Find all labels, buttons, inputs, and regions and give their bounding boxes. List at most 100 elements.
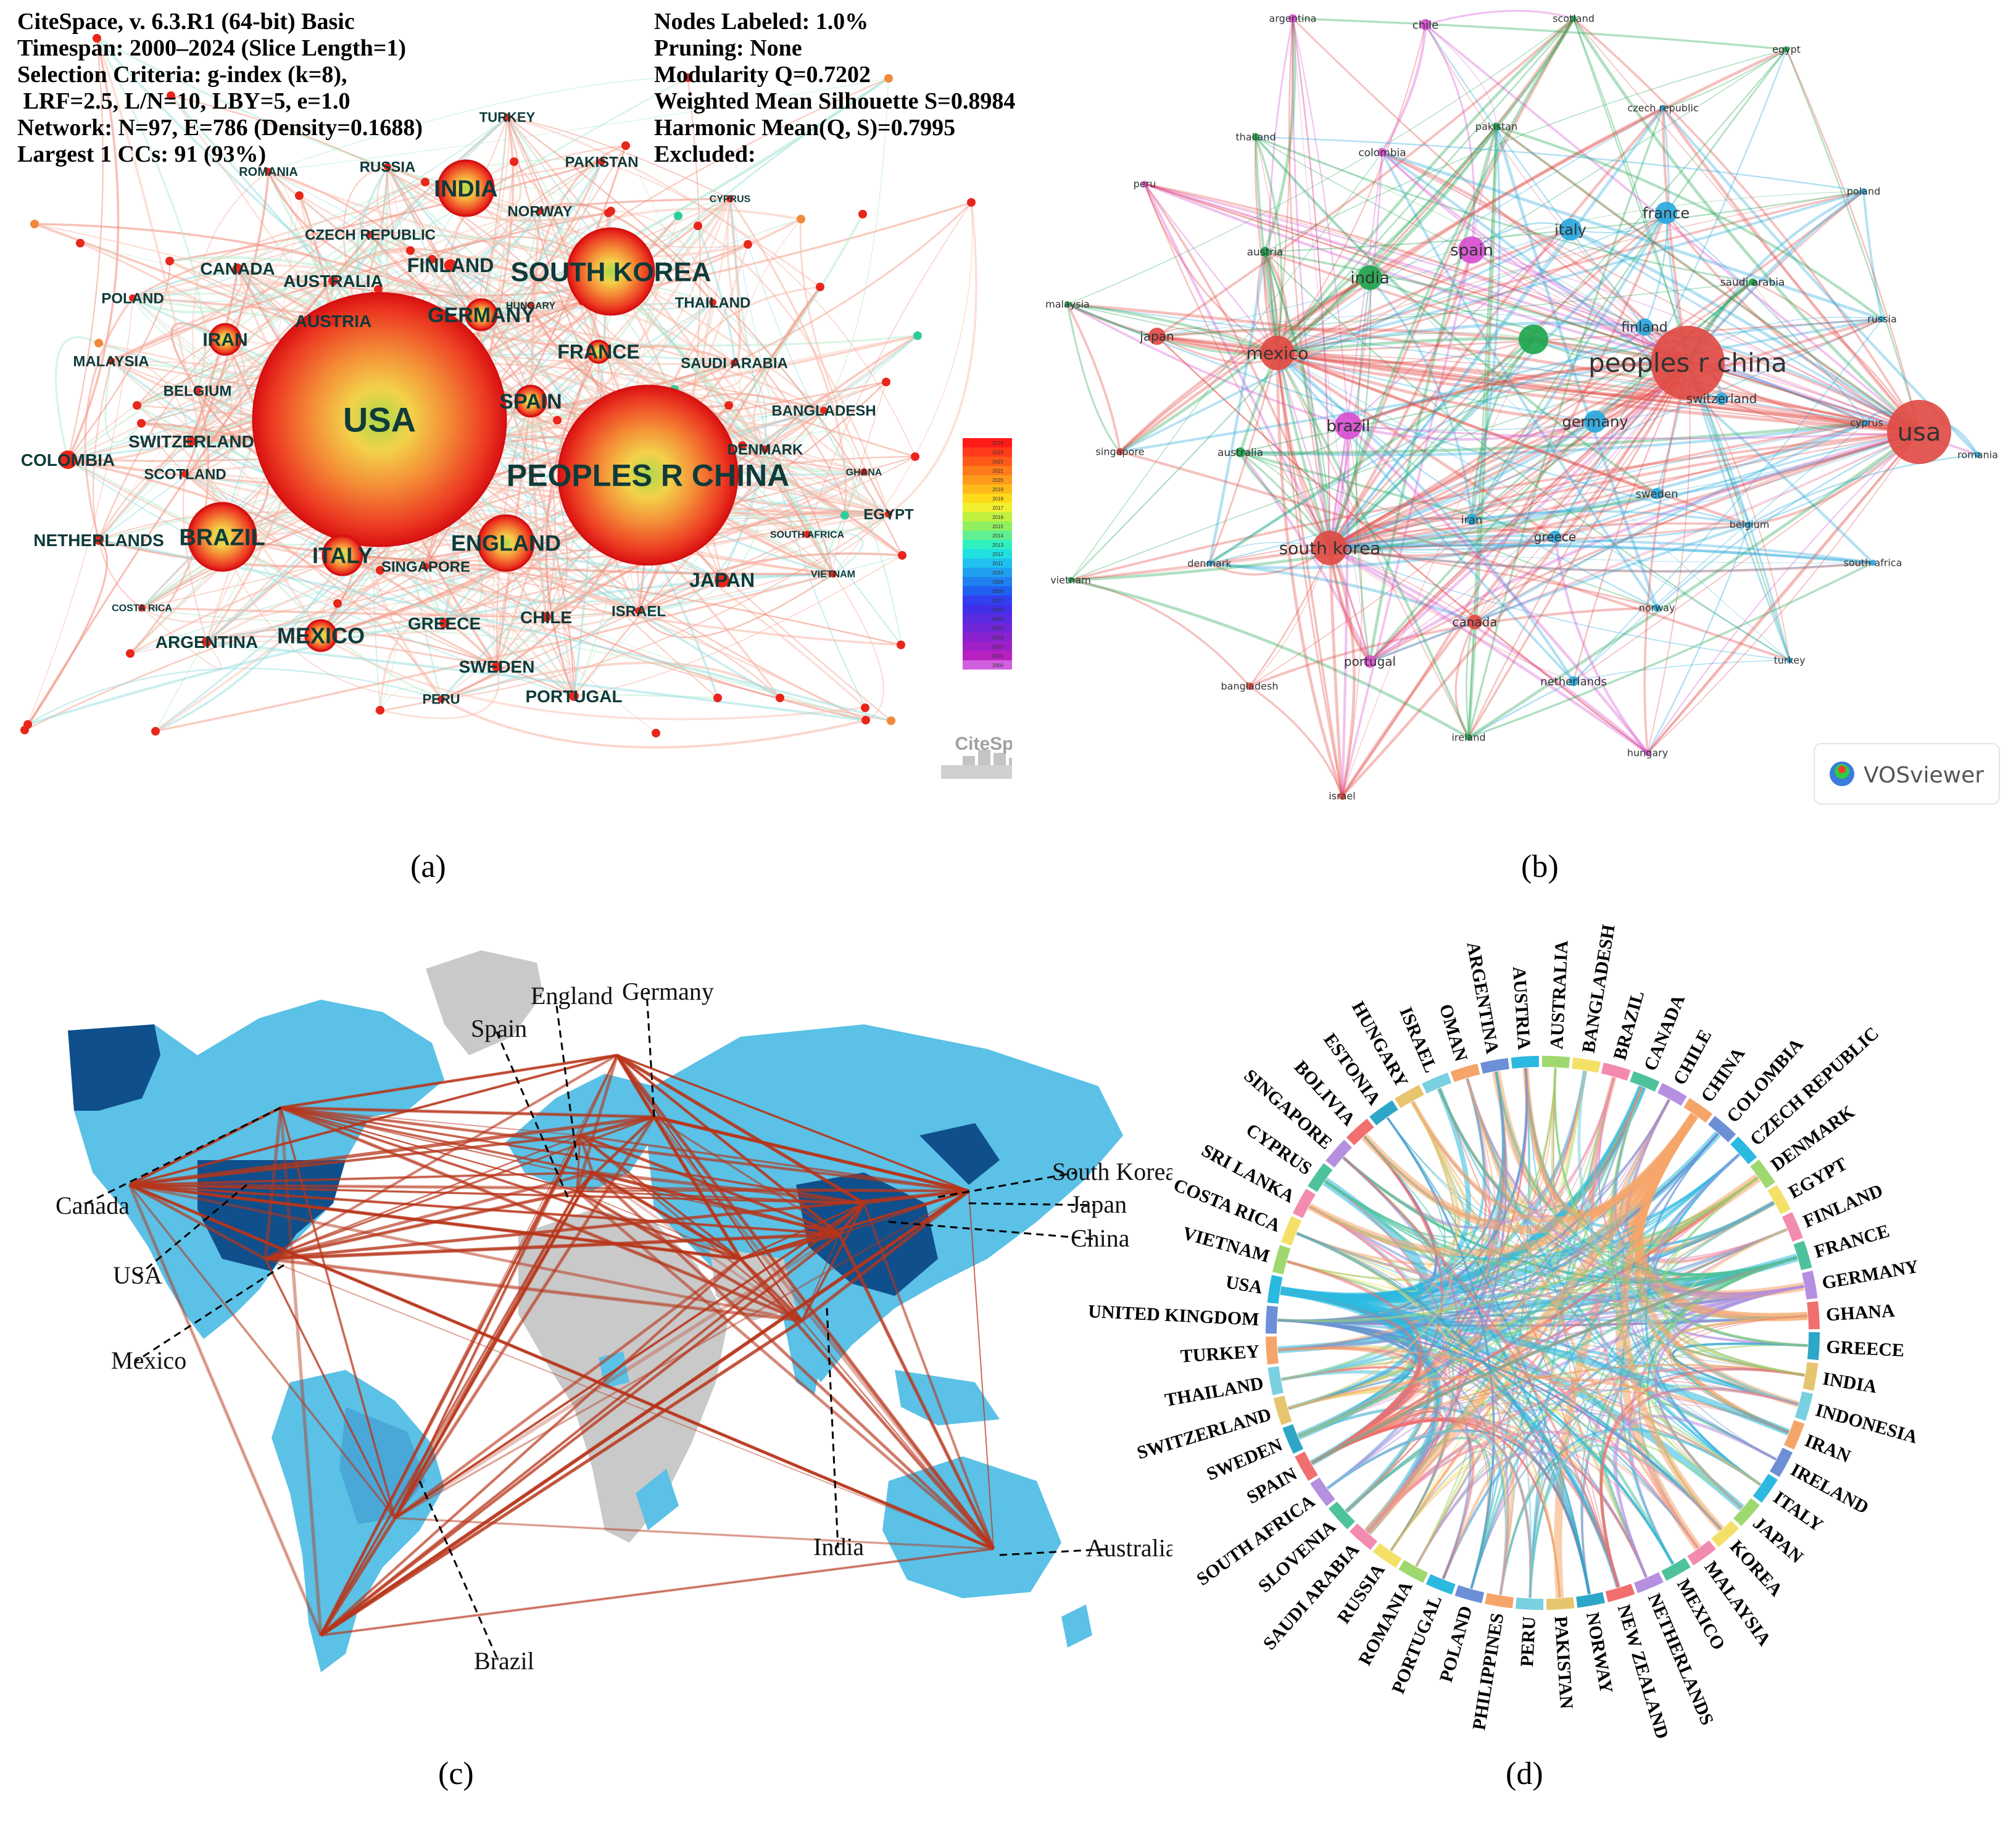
vosviewer-edge bbox=[1647, 431, 1920, 753]
vosviewer-node-italy bbox=[1559, 218, 1582, 241]
citespace-edge bbox=[598, 351, 916, 458]
vosviewer-edge bbox=[1277, 351, 1750, 526]
vosviewer-edge bbox=[1471, 510, 1750, 526]
collaboration-line bbox=[128, 1183, 267, 1261]
vosviewer-edge bbox=[1067, 302, 1278, 355]
citespace-minor-node bbox=[621, 141, 630, 150]
citespace-minor-node bbox=[744, 240, 752, 249]
vosviewer-node-spain bbox=[1458, 236, 1485, 263]
citespace-node-switzerland bbox=[186, 436, 196, 446]
citespace-edge bbox=[529, 144, 626, 306]
citespace-edge bbox=[96, 38, 223, 537]
vosviewer-edge bbox=[1686, 362, 1791, 661]
collaboration-line bbox=[576, 1190, 741, 1259]
chord-arc-netherlands bbox=[1633, 1572, 1664, 1593]
vosviewer-label-russia: russia bbox=[1867, 313, 1897, 325]
vosviewer-edge bbox=[1276, 125, 1498, 354]
chord-arc-france bbox=[1793, 1240, 1812, 1271]
vosviewer-edge bbox=[1348, 398, 1722, 431]
map-label-india: India bbox=[813, 1308, 864, 1561]
caption-c: (c) bbox=[438, 1756, 474, 1791]
citespace-minor-node bbox=[553, 416, 562, 425]
collaboration-line bbox=[801, 1202, 865, 1322]
chord-label-argentina: ARGENTINA bbox=[1462, 940, 1503, 1056]
citespace-edge bbox=[573, 555, 903, 697]
vosviewer-edge bbox=[1264, 251, 1790, 662]
vosviewer-label-sweden: sweden bbox=[1635, 487, 1678, 500]
citespace-edge bbox=[799, 219, 890, 515]
vosviewer-label-malaysia: malaysia bbox=[1045, 299, 1090, 310]
collaboration-line bbox=[802, 1203, 865, 1321]
vosviewer-edge bbox=[1495, 126, 1659, 608]
vosviewer-edge bbox=[1329, 546, 1649, 754]
vosviewer-edge bbox=[1276, 106, 1664, 354]
vosviewer-edge bbox=[1328, 17, 1575, 549]
map-label-spain: Spain bbox=[471, 1014, 569, 1198]
citespace-label-portugal: PORTUGAL bbox=[525, 687, 622, 706]
citespace-label-spain: SPAIN bbox=[499, 390, 562, 413]
chord-ribbon bbox=[1670, 1315, 1808, 1433]
citespace-edge bbox=[441, 533, 808, 700]
citespace-node-chile bbox=[541, 612, 551, 622]
citespace-minor-node bbox=[884, 74, 893, 83]
legend-year: 2013 bbox=[992, 542, 1003, 548]
chord-ribbon bbox=[1280, 1071, 1504, 1298]
vosviewer-edge bbox=[1348, 229, 1571, 426]
vosviewer-label-cyprus: cyprus bbox=[1850, 417, 1883, 429]
map-label-germany: Germany bbox=[622, 977, 714, 1118]
vosviewer-edge bbox=[1329, 190, 1865, 549]
chord-label-poland: POLAND bbox=[1436, 1604, 1477, 1685]
vosviewer-edge bbox=[1665, 212, 1867, 423]
vosviewer-edge bbox=[1382, 152, 1688, 364]
collaboration-line bbox=[579, 1115, 655, 1137]
chord-arc-singapore bbox=[1325, 1139, 1353, 1168]
vosviewer-edge bbox=[1468, 680, 1574, 739]
vosviewer-edge bbox=[1239, 452, 1331, 549]
collaboration-line bbox=[129, 1184, 969, 1192]
vosviewer-edge bbox=[1369, 191, 1864, 278]
collaboration-line bbox=[863, 1189, 969, 1205]
citespace-label-hungary: HUNGARY bbox=[506, 301, 556, 312]
citespace-edge bbox=[450, 263, 600, 352]
vosviewer-edge bbox=[1342, 339, 1534, 797]
vosviewer-edge bbox=[1329, 338, 1535, 549]
vosviewer-edge bbox=[1156, 17, 1575, 338]
chord-ribbon bbox=[1309, 1206, 1699, 1548]
vosviewer-edge bbox=[1752, 281, 1920, 433]
vosviewer-edge bbox=[1292, 18, 1371, 662]
citespace-edge bbox=[268, 171, 889, 515]
vosviewer-label-peru: peru bbox=[1134, 178, 1156, 190]
vosviewer-edge bbox=[1329, 492, 1657, 550]
vosviewer-edge bbox=[1425, 9, 1574, 26]
legend-year: 2001 bbox=[992, 653, 1003, 659]
vosviewer-edge bbox=[1255, 136, 1280, 354]
vosviewer-edge bbox=[1277, 352, 1722, 400]
vosviewer-label-singapore: singapore bbox=[1096, 446, 1145, 458]
vosviewer-label-south-korea: south korea bbox=[1279, 538, 1381, 558]
citespace-edge bbox=[23, 234, 371, 731]
collaboration-line bbox=[394, 1202, 865, 1519]
vosviewer-edge bbox=[1471, 249, 1920, 433]
vosviewer-edge bbox=[1329, 318, 1883, 549]
vosviewer-edge bbox=[1470, 338, 1535, 520]
vosviewer-label-australia: australia bbox=[1217, 447, 1263, 459]
vosviewer-edge bbox=[1341, 212, 1667, 797]
vosviewer-edge bbox=[1277, 18, 1574, 354]
citespace-node-canada bbox=[233, 263, 243, 273]
vosviewer-edge bbox=[1240, 451, 1556, 538]
citespace-edge bbox=[337, 513, 889, 616]
citespace-edge bbox=[729, 198, 808, 535]
vosviewer-edge bbox=[1209, 547, 1330, 576]
collaboration-line bbox=[280, 1106, 741, 1260]
vosviewer-edge bbox=[1277, 352, 1330, 549]
vosviewer-edge bbox=[1264, 251, 1331, 549]
citespace-minor-node bbox=[133, 401, 141, 410]
citespace-node-pakistan bbox=[598, 158, 605, 165]
collaboration-line bbox=[576, 1190, 995, 1550]
citespace-edge bbox=[638, 335, 918, 612]
vosviewer-edge bbox=[1646, 524, 1751, 753]
vosviewer-label-hungary: hungary bbox=[1627, 747, 1668, 759]
citespace-edge bbox=[342, 514, 845, 562]
citespace-node-england bbox=[477, 514, 535, 572]
legend-year: 2004 bbox=[992, 626, 1003, 631]
